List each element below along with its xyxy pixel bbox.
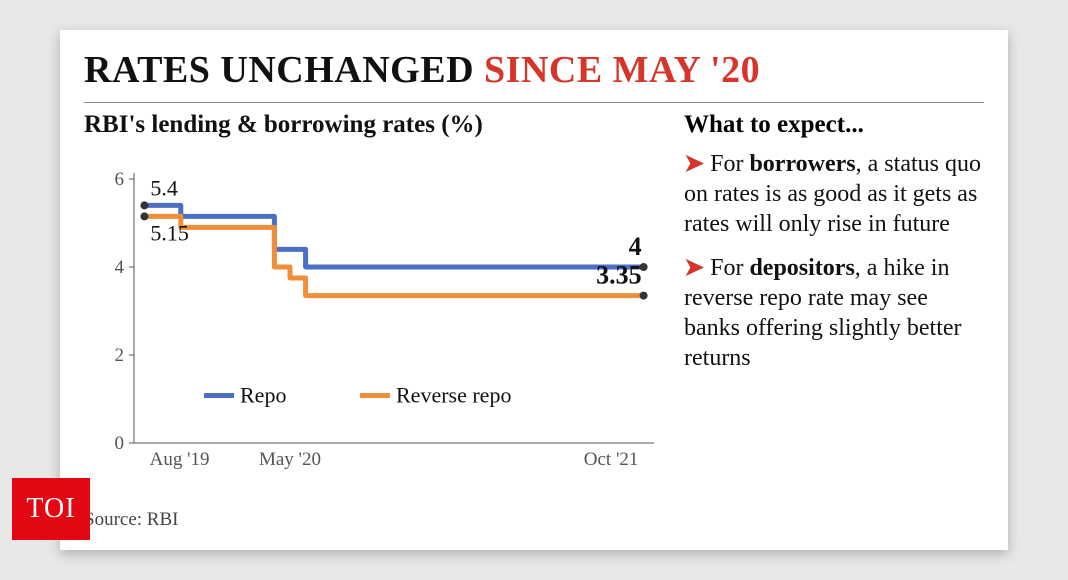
svg-text:2: 2 [115, 345, 125, 366]
chart-column: RBI's lending & borrowing rates (%) 0 2 4 6… [84, 111, 664, 531]
svg-text:5.4: 5.4 [150, 175, 178, 200]
columns: RBI's lending & borrowing rates (%) 0 2 4 6… [84, 111, 984, 531]
bullet-text: For borrowers, a status quo on rates is … [684, 151, 981, 237]
sidebar-bullet: ➤For borrowers, a status quo on rates is… [684, 149, 984, 239]
chart-title: RBI's lending & borrowing rates (%) [84, 111, 664, 139]
infographic-card: RATES UNCHANGED SINCE MAY '20 RBI's lend… [60, 30, 1008, 550]
svg-text:Oct '21: Oct '21 [584, 449, 639, 470]
svg-text:0: 0 [115, 433, 125, 454]
headline-black: RATES UNCHANGED [84, 49, 484, 91]
headline-red: SINCE MAY '20 [484, 49, 760, 91]
source-text: Source: RBI [84, 509, 664, 531]
caret-icon: ➤ [684, 151, 704, 177]
svg-text:4: 4 [115, 257, 125, 278]
toi-badge: TOI [12, 478, 90, 540]
svg-text:May '20: May '20 [259, 449, 321, 470]
caret-icon: ➤ [684, 255, 704, 281]
svg-text:3.35: 3.35 [596, 261, 642, 290]
svg-text:Repo: Repo [240, 382, 286, 407]
svg-text:Aug '19: Aug '19 [150, 449, 210, 470]
sidebar-bullets: ➤For borrowers, a status quo on rates is… [684, 149, 984, 373]
line-chart: 0 2 4 6 Aug '19 May '20 Oct '21 5.4 4 5.15 3.35 Rep… [84, 143, 664, 503]
bullet-text: For depositors, a hike in reverse repo r… [684, 255, 962, 371]
sidebar-bullet: ➤For depositors, a hike in reverse repo … [684, 253, 984, 373]
page-root: RATES UNCHANGED SINCE MAY '20 RBI's lend… [0, 0, 1068, 580]
sidebar-column: What to expect... ➤For borrowers, a stat… [684, 111, 984, 531]
toi-badge-text: TOI [26, 493, 75, 525]
divider [84, 102, 984, 103]
svg-text:6: 6 [115, 169, 125, 190]
svg-text:5.15: 5.15 [150, 220, 189, 245]
svg-text:4: 4 [629, 232, 642, 261]
sidebar-title: What to expect... [684, 111, 984, 139]
headline: RATES UNCHANGED SINCE MAY '20 [84, 48, 984, 92]
chart-container: 0 2 4 6 Aug '19 May '20 Oct '21 5.4 4 5.15 3.35 Rep… [84, 143, 664, 503]
svg-text:Reverse repo: Reverse repo [396, 382, 511, 407]
